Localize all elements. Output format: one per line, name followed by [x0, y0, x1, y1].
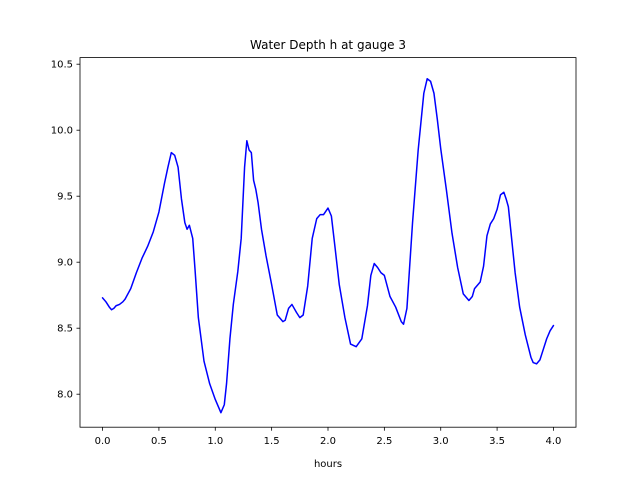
x-tick-label: 1.5: [264, 436, 280, 447]
x-axis: 0.0 0.5 1.0 1.5 2.0 2.5 3.0 3.5 4.0: [95, 427, 562, 447]
plot-area: [101, 77, 555, 414]
y-tick-label: 10.5: [51, 60, 73, 71]
chart-title: Water Depth h at gauge 3: [250, 38, 406, 52]
y-tick-label: 8.0: [57, 390, 73, 401]
x-tick-label: 0.5: [151, 436, 167, 447]
x-tick-label: 3.0: [433, 436, 449, 447]
x-tick-label: 2.0: [320, 436, 336, 447]
y-tick-label: 10.0: [51, 126, 73, 137]
x-tick-label: 4.0: [546, 436, 562, 447]
x-tick-label: 2.5: [376, 436, 392, 447]
x-axis-label: hours: [314, 459, 342, 470]
y-axis: 8.0 8.5 9.0 9.5 10.0 10.5: [51, 60, 80, 401]
series-line-0: [101, 77, 555, 414]
x-tick-label: 1.0: [207, 436, 223, 447]
x-tick-label: 0.0: [95, 436, 111, 447]
y-tick-label: 9.0: [57, 258, 73, 269]
y-tick-label: 9.5: [57, 192, 73, 203]
x-tick-label: 3.5: [489, 436, 505, 447]
y-tick-label: 8.5: [57, 324, 73, 335]
